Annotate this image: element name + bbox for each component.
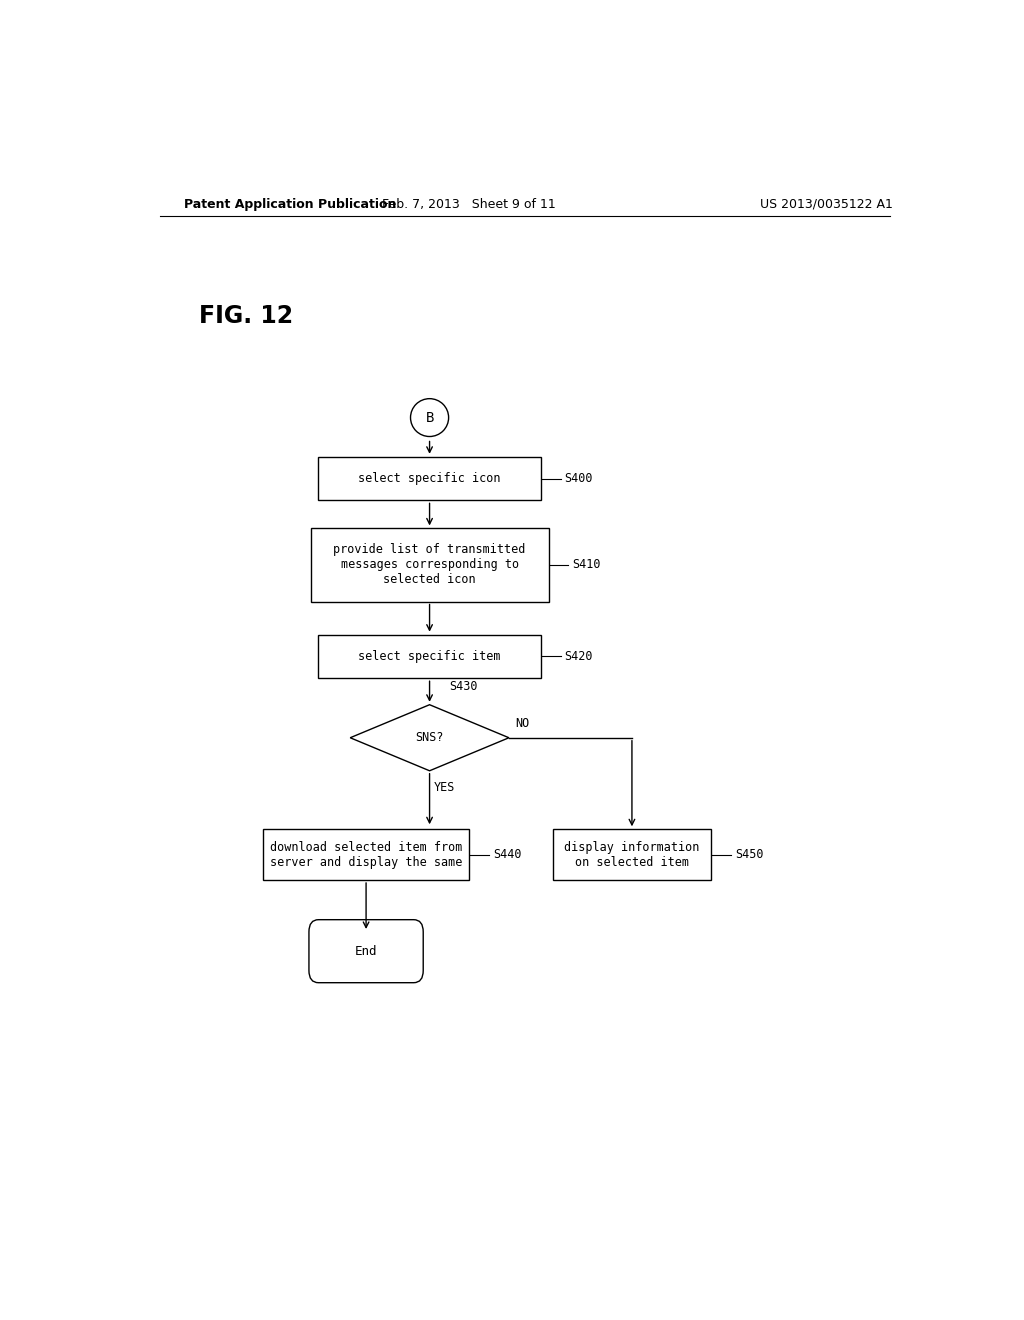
Text: display information
on selected item: display information on selected item — [564, 841, 699, 869]
Text: B: B — [425, 411, 434, 425]
Text: Patent Application Publication: Patent Application Publication — [183, 198, 396, 211]
Text: US 2013/0035122 A1: US 2013/0035122 A1 — [760, 198, 893, 211]
FancyBboxPatch shape — [309, 920, 423, 982]
FancyBboxPatch shape — [553, 829, 712, 880]
Text: YES: YES — [433, 781, 455, 793]
FancyBboxPatch shape — [310, 528, 549, 602]
Text: download selected item from
server and display the same: download selected item from server and d… — [270, 841, 462, 869]
Text: select specific icon: select specific icon — [358, 473, 501, 484]
Text: select specific item: select specific item — [358, 649, 501, 663]
Text: S400: S400 — [564, 473, 593, 484]
Polygon shape — [350, 705, 509, 771]
FancyBboxPatch shape — [318, 457, 541, 500]
FancyBboxPatch shape — [318, 635, 541, 678]
Text: NO: NO — [515, 717, 529, 730]
Text: FIG. 12: FIG. 12 — [200, 304, 294, 327]
Text: S410: S410 — [572, 558, 601, 572]
Text: Feb. 7, 2013   Sheet 9 of 11: Feb. 7, 2013 Sheet 9 of 11 — [382, 198, 556, 211]
FancyBboxPatch shape — [263, 829, 469, 880]
Text: S430: S430 — [450, 680, 478, 693]
Text: End: End — [355, 945, 377, 958]
Text: provide list of transmitted
messages corresponding to
selected icon: provide list of transmitted messages cor… — [334, 544, 525, 586]
Ellipse shape — [411, 399, 449, 437]
Text: S420: S420 — [564, 649, 593, 663]
Text: S450: S450 — [735, 849, 764, 861]
Text: S440: S440 — [494, 849, 521, 861]
Text: SNS?: SNS? — [416, 731, 443, 744]
